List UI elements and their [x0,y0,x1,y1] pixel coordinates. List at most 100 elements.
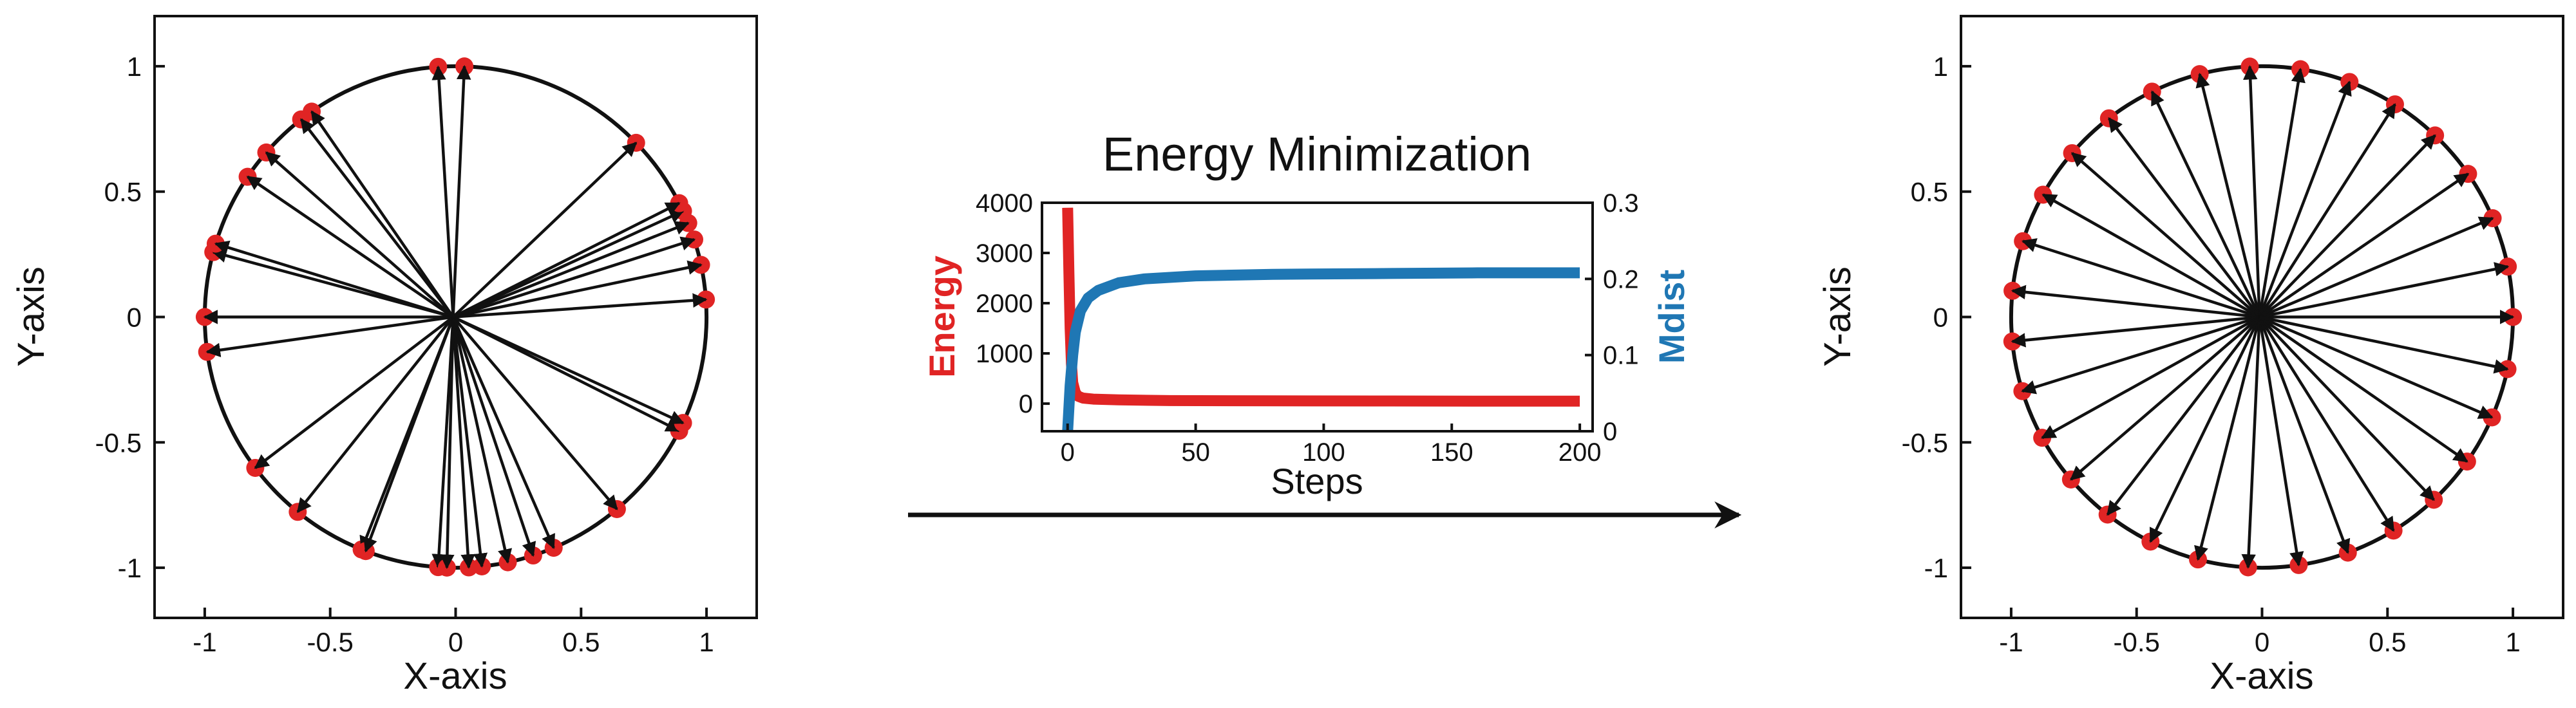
inset-title: Energy Minimization [1103,127,1531,181]
final-vector-arrow [2258,316,2395,532]
initial-axis-ticks: -1 -0.5 0 0.5 1 -1 -0.5 0 0.5 1 [95,51,714,657]
final-y-tick-label: 0.5 [1911,177,1948,207]
initial-vector-arrow [451,317,513,564]
initial-y-tick-label: 1 [127,51,142,82]
initial-y-tick-label: -1 [118,553,142,583]
final-vector-arrow [2258,103,2396,318]
initial-vector-arrow [452,315,685,425]
initial-x-tick-label: 0.5 [562,627,600,657]
final-x-tick-label: -0.5 [2114,627,2160,657]
final-vector-arrow [2108,117,2261,318]
inset-x-axis-title: Steps [1271,461,1363,501]
initial-x-tick-label: -1 [193,627,216,657]
final-x-axis-title: X-axis [2210,655,2313,697]
mdist-y-tick-label: 0 [1603,418,1617,446]
final-vector-arrow [2259,315,2509,374]
inset-x-tick-label: 200 [1558,438,1602,467]
final-vector-arrow [2258,317,2304,567]
initial-x-tick-label: -0.5 [307,627,354,657]
initial-x-tick-label: 0 [448,627,463,657]
mdist-y-tick-label: 0.2 [1603,265,1639,293]
final-vector-arrow [2070,152,2261,319]
energy-series-line [1062,207,1580,407]
mdist-series-line [1062,267,1580,432]
initial-vector-arrow [451,64,471,317]
final-vector-arrow [2258,315,2435,501]
initial-vector-arrow [212,248,454,319]
initial-vector-arrow [452,221,690,319]
initial-vector-arrow [452,236,696,319]
initial-vector-arrow [451,316,618,510]
final-vector-arrow [2258,316,2351,554]
final-y-tick-label: 0 [1933,303,1948,333]
final-vector-arrow [2259,172,2470,319]
final-x-tick-label: 1 [2505,627,2520,657]
initial-vector-arrow [451,317,488,568]
initial-vector-arrow [431,317,455,569]
initial-vector-arrow [431,65,455,317]
initial-vector-arrow [453,293,708,319]
initial-vector-arrow [296,316,455,514]
initial-x-axis-title: X-axis [403,655,507,697]
initial-y-tick-label: 0.5 [104,177,142,207]
initial-vector-arrow [440,317,455,570]
initial-vector-arrow [363,316,455,553]
initial-vector-arrow [451,316,536,557]
final-vector-arrow [2259,315,2468,463]
final-vector-arrow [2011,315,2260,348]
initial-vector-arrow [254,315,454,469]
final-vector-arrow [2243,65,2261,317]
final-vector-arrow [2259,216,2494,319]
final-plot-marks [2003,57,2523,577]
energy-y-tick-label: 4000 [976,189,1033,218]
energy-y-tick-label: 3000 [976,239,1033,268]
initial-vector-arrow [310,110,455,318]
final-x-tick-label: -1 [1999,627,2023,657]
inset-plot-frame [1041,201,1594,433]
final-vector-arrow [2194,316,2261,561]
final-vector-arrow [2150,90,2261,318]
initial-plot-marks [195,57,715,577]
initial-vector-arrow [452,315,681,433]
energy-y-tick-label: 2000 [976,290,1033,318]
final-x-tick-label: 0 [2255,627,2269,657]
final-vector-arrow [2041,315,2260,440]
initial-vector-arrow [453,260,703,319]
final-vector-arrow [2258,134,2436,319]
inset-plot-marks [1062,207,1580,432]
final-y-tick-label: -1 [1924,553,1948,583]
final-vector-arrow [2022,238,2260,319]
initial-vector-arrow [246,175,454,319]
energy-axis-title: Energy [922,256,962,378]
initial-x-tick-label: 1 [699,627,714,657]
final-distribution-plot: -1 -0.5 0 0.5 1 -1 -0.5 0 0.5 1 X-axis Y-axis [1817,15,2564,697]
final-vector-arrow [2241,317,2261,569]
final-vector-arrow [2041,193,2260,319]
inset-x-tick-label: 0 [1061,438,1075,467]
initial-vector-arrow [265,151,455,319]
final-vector-arrow [2195,72,2261,318]
final-y-axis-title: Y-axis [1817,266,1859,367]
final-vector-arrow [2258,80,2352,318]
inset-x-tick-label: 50 [1181,438,1210,467]
initial-vector-arrow [299,118,455,318]
mdist-y-tick-label: 0.3 [1603,189,1639,218]
final-vector-arrow [2258,68,2306,317]
final-y-tick-label: -0.5 [1902,427,1948,458]
initial-y-axis-title: Y-axis [10,266,52,367]
initial-vector-arrow [452,201,681,319]
final-vector-arrow [2149,316,2261,543]
energy-minimization-plot: Energy Minimization 0 50 100 150 20001000200… [922,127,1692,501]
initial-vector-arrow [451,317,475,569]
initial-vector-arrow [205,315,453,358]
mdist-y-tick-label: 0.1 [1603,342,1639,370]
final-vector-arrow [2011,284,2260,319]
initial-vector-arrow [452,209,685,319]
mdist-axis-title: Mdist [1651,270,1692,364]
initial-distribution-plot: -1 -0.5 0 0.5 1 -1 -0.5 0 0.5 1 X-axis Y-axis [10,15,758,697]
final-y-tick-label: 1 [1933,51,1948,82]
final-vector-arrow [2106,316,2261,516]
final-vector-arrow [2259,315,2494,419]
